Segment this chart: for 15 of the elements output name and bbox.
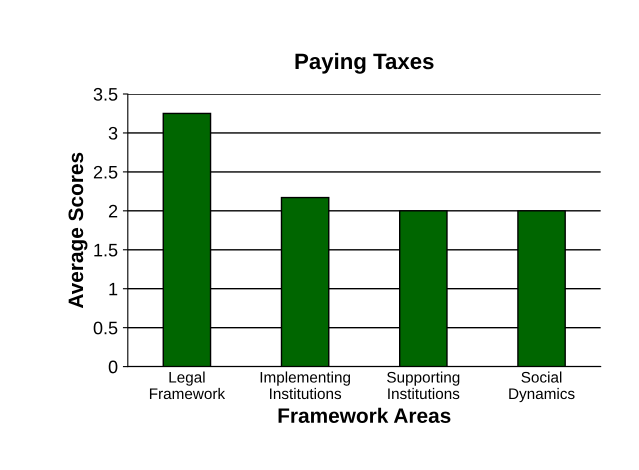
y-tick-label: 0.5 [94,322,118,334]
y-tick-label: 1 [109,282,118,296]
chart-title: Paying Taxes [296,52,434,74]
x-axis-title: Framework Areas [278,408,450,424]
x-tick-label: Supporting Institutions [387,371,460,400]
y-tick-label: 3.5 [94,88,118,101]
x-tick-label: Social Dynamics [509,371,575,402]
y-tick-label: 1.5 [94,244,118,256]
x-tick-label: Legal Framework [150,371,226,400]
y-tick-label: 2.5 [94,166,118,179]
y-tick-label: 0 [108,360,118,374]
y-axis-title: Average Scores [68,152,88,308]
x-tick-label: Implementing Institutions [260,371,350,400]
y-tick-label: 2 [108,204,118,218]
y-tick-label: 3 [108,126,118,140]
